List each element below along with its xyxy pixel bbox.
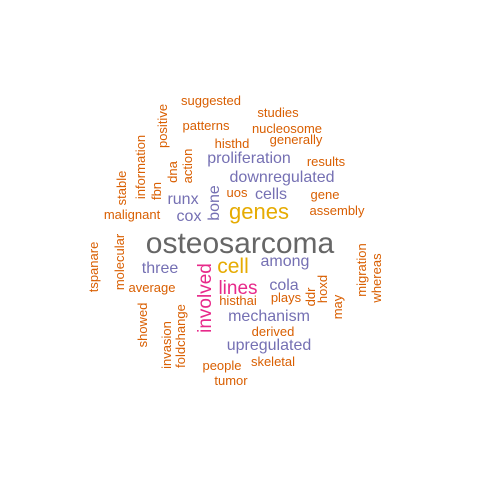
word-tumor: tumor bbox=[214, 373, 248, 388]
word-studies: studies bbox=[257, 105, 299, 120]
word-upregulated: upregulated bbox=[227, 337, 312, 354]
word-cola: cola bbox=[269, 277, 298, 294]
word-information: information bbox=[133, 135, 148, 199]
word-involved: involved bbox=[195, 263, 216, 333]
word-osteosarcoma: osteosarcoma bbox=[146, 227, 335, 260]
word-gene: gene bbox=[311, 187, 340, 202]
word-whereas: whereas bbox=[369, 253, 384, 304]
word-dna: dna bbox=[165, 160, 180, 182]
word-uos: uos bbox=[227, 185, 248, 200]
word-cell: cell bbox=[217, 255, 249, 278]
word-malignant: malignant bbox=[104, 207, 161, 222]
word-derived: derived bbox=[252, 324, 295, 339]
word-average: average bbox=[129, 280, 176, 295]
word-foldchange: foldchange bbox=[173, 304, 188, 368]
word-downregulated: downregulated bbox=[230, 169, 335, 186]
word-tspanare: tspanare bbox=[86, 242, 101, 293]
word-histhd: histhd bbox=[215, 136, 250, 151]
word-nucleosome: nucleosome bbox=[252, 121, 322, 136]
word-among: among bbox=[261, 253, 310, 270]
word-patterns: patterns bbox=[183, 118, 230, 133]
word-runx: runx bbox=[167, 191, 198, 208]
word-showed: showed bbox=[135, 303, 150, 348]
word-ddr: ddr bbox=[303, 287, 318, 306]
word-proliferation: proliferation bbox=[207, 150, 291, 167]
word-suggested: suggested bbox=[181, 93, 241, 108]
word-action: action bbox=[180, 149, 195, 184]
word-may: may bbox=[330, 294, 345, 319]
word-plays: plays bbox=[271, 290, 302, 305]
word-results: results bbox=[307, 154, 346, 169]
word-stable: stable bbox=[114, 171, 129, 206]
word-three: three bbox=[142, 260, 179, 277]
word-genes: genes bbox=[229, 199, 289, 224]
word-invasion: invasion bbox=[159, 321, 174, 369]
word-assembly: assembly bbox=[310, 203, 365, 218]
word-hoxd: hoxd bbox=[315, 275, 330, 303]
word-lines: lines bbox=[218, 278, 257, 299]
word-positive: positive bbox=[155, 104, 170, 148]
word-migration: migration bbox=[354, 243, 369, 296]
word-bone: bone bbox=[206, 185, 223, 221]
word-molecular: molecular bbox=[112, 233, 127, 290]
word-mechanism: mechanism bbox=[228, 308, 310, 325]
word-people: people bbox=[202, 358, 241, 373]
word-fbn: fbn bbox=[149, 182, 164, 200]
word-cox: cox bbox=[177, 208, 202, 225]
word-skeletal: skeletal bbox=[251, 354, 295, 369]
word-cells: cells bbox=[255, 186, 287, 203]
word-histhai: histhai bbox=[219, 293, 257, 308]
word-generally: generally bbox=[270, 132, 323, 147]
